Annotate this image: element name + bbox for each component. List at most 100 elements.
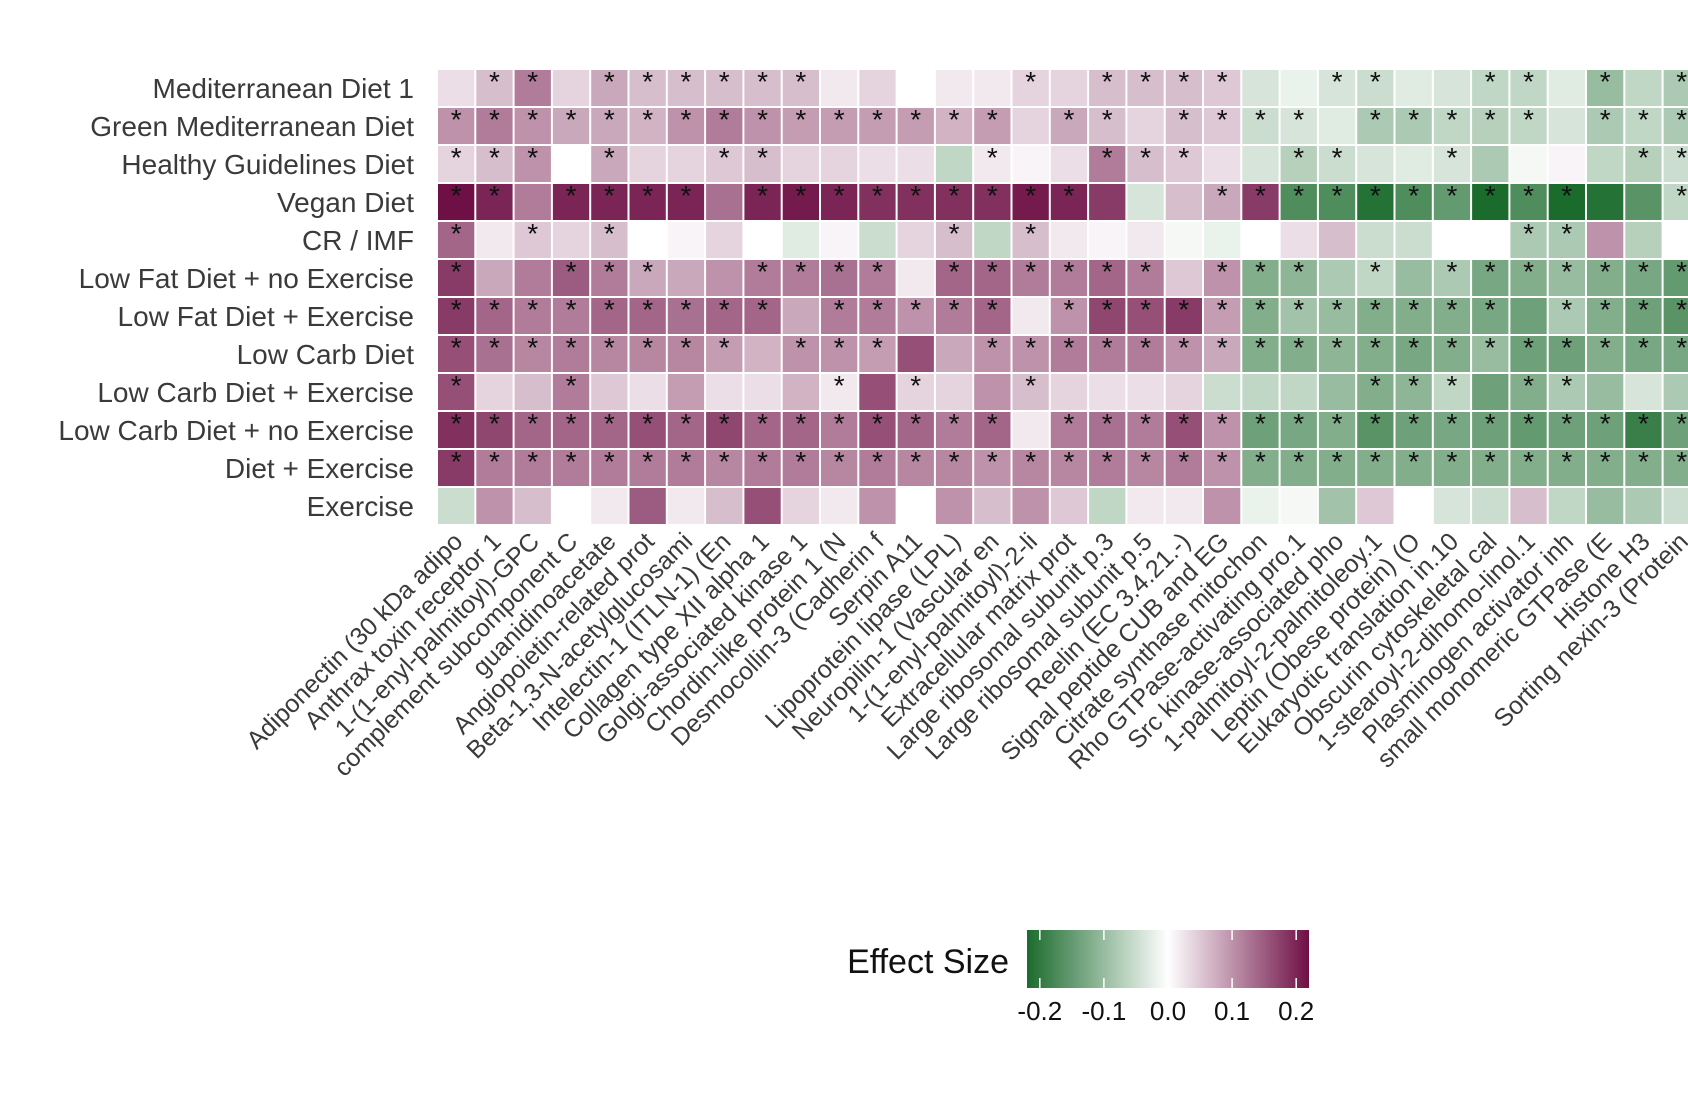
- heatmap-cell: [591, 184, 628, 220]
- heatmap-cell: [744, 108, 781, 144]
- significance-star: *: [1370, 180, 1381, 211]
- heatmap-cell: [1357, 298, 1394, 334]
- heatmap-cell: [591, 146, 628, 182]
- heatmap-cell: [667, 412, 705, 448]
- heatmap-cell: [935, 412, 973, 448]
- heatmap-cell: [1204, 146, 1241, 182]
- heatmap-cell: [1089, 450, 1126, 486]
- legend-ticks: -0.2 -0.1 0.0 0.1 0.2: [1017, 930, 1314, 1026]
- significance-star: *: [795, 104, 806, 135]
- heatmap-cell: [1395, 298, 1432, 334]
- significance-star: *: [834, 180, 845, 211]
- heatmap-cell: [1204, 488, 1241, 524]
- heatmap-cell: [821, 374, 858, 410]
- significance-star: *: [987, 104, 998, 135]
- significance-star: *: [949, 294, 960, 325]
- significance-star: *: [1063, 408, 1074, 439]
- heatmap-cell: [1127, 374, 1164, 410]
- heatmap-cell: [438, 298, 475, 334]
- significance-star: *: [1408, 446, 1419, 477]
- heatmap-cell: [1395, 450, 1432, 486]
- heatmap-cell: [514, 298, 551, 334]
- heatmap-cell: [1050, 450, 1088, 486]
- heatmap-cell: [476, 146, 513, 182]
- heatmap-cell: [1433, 298, 1471, 334]
- significance-star: *: [1446, 332, 1457, 363]
- significance-star: *: [1178, 446, 1189, 477]
- heatmap-cell: [476, 488, 513, 524]
- heatmap-cell: [744, 374, 781, 410]
- heatmap-cell: [1089, 298, 1126, 334]
- heatmap-cell: [1510, 108, 1547, 144]
- heatmap-cell: [552, 374, 590, 410]
- heatmap-cell: [514, 222, 551, 258]
- row-label: Healthy Guidelines Diet: [121, 149, 414, 180]
- heatmap-cell: [1663, 336, 1688, 372]
- significance-star: *: [642, 332, 653, 363]
- significance-star: *: [1332, 446, 1343, 477]
- heatmap-cell: [1165, 260, 1202, 296]
- heatmap-cell: [1242, 450, 1279, 486]
- significance-star: *: [795, 332, 806, 363]
- significance-star: *: [642, 256, 653, 287]
- significance-star: *: [604, 104, 615, 135]
- heatmap-cell: [629, 108, 666, 144]
- heatmap-cell: [514, 374, 551, 410]
- heatmap-cell: [1663, 70, 1688, 106]
- heatmap-cell: [974, 222, 1011, 258]
- heatmap-cell: [476, 412, 513, 448]
- heatmap-cell: [1280, 222, 1317, 258]
- heatmap-cell: [1395, 184, 1432, 220]
- heatmap-cell: [1127, 222, 1164, 258]
- significance-star: *: [910, 370, 921, 401]
- heatmap-cell: [782, 108, 819, 144]
- heatmap-cell: [1165, 336, 1202, 372]
- heatmap-cell: [821, 488, 858, 524]
- significance-star: *: [1561, 218, 1572, 249]
- heatmap-cell: [1165, 488, 1202, 524]
- heatmap-cell: [935, 70, 973, 106]
- heatmap-cell: [1625, 412, 1662, 448]
- heatmap-cell: [859, 108, 896, 144]
- heatmap-cell: [1127, 184, 1164, 220]
- heatmap-cell: [706, 374, 743, 410]
- heatmap-cell: [514, 336, 551, 372]
- significance-star: *: [949, 180, 960, 211]
- significance-star: *: [1561, 446, 1572, 477]
- significance-star: *: [834, 256, 845, 287]
- heatmap-cell: [1127, 336, 1164, 372]
- heatmap-cell: [591, 488, 628, 524]
- significance-star: *: [1600, 408, 1611, 439]
- heatmap-cell: [1089, 146, 1126, 182]
- heatmap-cell: [1472, 222, 1509, 258]
- significance-star: *: [566, 294, 577, 325]
- significance-star: *: [1140, 142, 1151, 173]
- heatmap-cell: [629, 336, 666, 372]
- heatmap-cell: [1280, 488, 1317, 524]
- heatmap-cell: [1510, 184, 1547, 220]
- row-labels: Mediterranean Diet 1 Green Mediterranean …: [58, 73, 414, 522]
- heatmap-cell: [1357, 184, 1394, 220]
- row-label: Low Carb Diet + no Exercise: [58, 415, 414, 446]
- heatmap-cell: [782, 184, 819, 220]
- significance-star: *: [1178, 142, 1189, 173]
- heatmap-cell: [1089, 374, 1126, 410]
- heatmap-cell: [514, 108, 551, 144]
- significance-star: *: [1025, 66, 1036, 97]
- heatmap-cell: [1548, 70, 1585, 106]
- significance-star: *: [1370, 332, 1381, 363]
- heatmap-cell: [1204, 450, 1241, 486]
- significance-star: *: [1178, 66, 1189, 97]
- heatmap-cell: [1204, 298, 1241, 334]
- row-label: Mediterranean Diet 1: [153, 73, 414, 104]
- heatmap-cell: [1395, 70, 1432, 106]
- heatmap-cell: [1127, 450, 1164, 486]
- heatmap-cell: [476, 374, 513, 410]
- heatmap-cell: [706, 336, 743, 372]
- heatmap-cell: [1433, 222, 1471, 258]
- heatmap-cell: [667, 146, 705, 182]
- heatmap-cell: [667, 450, 705, 486]
- significance-star: *: [451, 104, 462, 135]
- heatmap-cell: [1357, 412, 1394, 448]
- heatmap-cell: [782, 450, 819, 486]
